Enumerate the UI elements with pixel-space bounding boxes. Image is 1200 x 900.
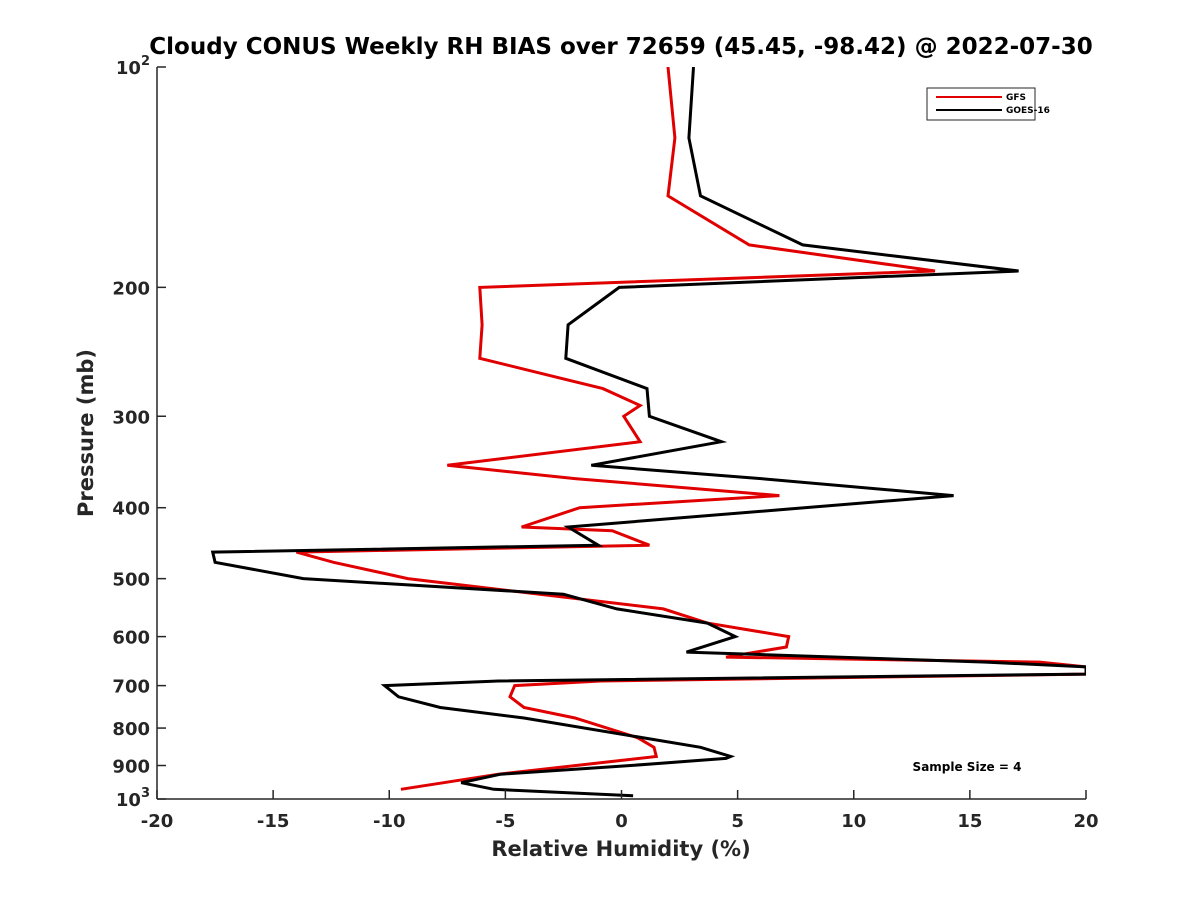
y-tick-label: 600	[112, 628, 150, 649]
y-tick-label: 500	[112, 570, 150, 591]
x-tick-label: -5	[495, 811, 515, 832]
y-tick-label: 102	[116, 54, 150, 79]
y-tick-label: 700	[112, 677, 150, 698]
chart-title: Cloudy CONUS Weekly RH BIAS over 72659 (…	[149, 34, 1092, 60]
x-tick-label: 15	[957, 811, 982, 832]
x-axis-ticks: -20 -15 -10 -5 0 5 10 15 20	[141, 790, 1099, 832]
legend: GFS GOES-16	[926, 87, 1050, 121]
x-tick-label: 10	[841, 811, 866, 832]
y-axis-label: Pressure (mb)	[74, 349, 98, 517]
x-axis-label: Relative Humidity (%)	[491, 837, 750, 861]
y-tick-label: 300	[112, 407, 150, 428]
x-tick-label: -15	[257, 811, 290, 832]
sample-size-annotation: Sample Size = 4	[913, 760, 1022, 774]
x-tick-label: -20	[141, 811, 174, 832]
legend-label-gfs: GFS	[1006, 93, 1026, 103]
y-tick-label: 200	[112, 278, 150, 299]
legend-box	[926, 87, 1036, 121]
series-line-gfs	[296, 67, 1086, 791]
y-tick-label: 900	[112, 757, 150, 778]
legend-label-goes16: GOES-16	[1006, 106, 1050, 116]
series-line-goes16	[210, 67, 1086, 798]
x-tick-label: -10	[373, 811, 406, 832]
x-tick-label: 20	[1073, 811, 1098, 832]
plot-area	[157, 67, 1086, 799]
series-layer	[210, 67, 1086, 798]
x-tick-label: 0	[615, 811, 628, 832]
x-tick-label: 5	[731, 811, 744, 832]
y-axis-ticks: 102 200 300 400 500 600 700 800 900 103	[112, 54, 166, 811]
y-tick-label: 800	[112, 719, 150, 740]
y-tick-label: 400	[112, 499, 150, 520]
y-tick-label: 103	[116, 786, 150, 811]
